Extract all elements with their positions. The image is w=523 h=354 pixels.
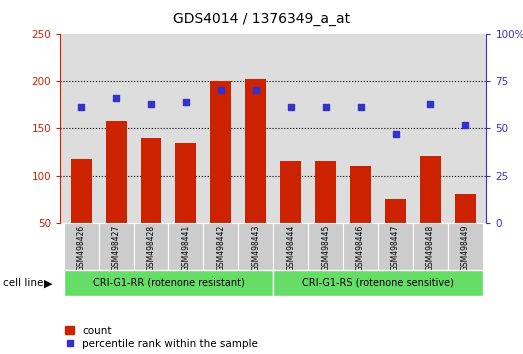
Bar <box>175 143 197 270</box>
Text: GSM498446: GSM498446 <box>356 224 365 271</box>
Bar <box>385 199 406 270</box>
Bar <box>245 79 266 270</box>
Text: GSM498427: GSM498427 <box>111 224 120 271</box>
Legend: count, percentile rank within the sample: count, percentile rank within the sample <box>65 326 258 349</box>
Bar <box>413 223 448 271</box>
Text: CRI-G1-RR (rotenone resistant): CRI-G1-RR (rotenone resistant) <box>93 278 244 288</box>
Text: GSM498447: GSM498447 <box>391 224 400 271</box>
Bar <box>315 161 336 270</box>
Point <box>147 101 155 107</box>
Text: GSM498445: GSM498445 <box>321 224 330 271</box>
Bar <box>420 156 441 270</box>
Bar <box>106 121 127 270</box>
Point <box>287 105 295 110</box>
Text: GSM498426: GSM498426 <box>76 224 86 271</box>
Bar <box>98 223 133 271</box>
Bar <box>280 161 301 270</box>
Text: CRI-G1-RS (rotenone sensitive): CRI-G1-RS (rotenone sensitive) <box>302 278 454 288</box>
Bar <box>455 194 476 270</box>
Point <box>112 95 120 101</box>
Text: GSM498428: GSM498428 <box>146 224 155 270</box>
Point <box>181 99 190 105</box>
Bar <box>203 223 238 271</box>
Bar <box>274 223 308 271</box>
Point <box>426 101 435 107</box>
Text: GSM498444: GSM498444 <box>286 224 295 271</box>
Point <box>461 122 470 127</box>
Point <box>357 105 365 110</box>
Bar <box>238 223 274 271</box>
Text: GSM498448: GSM498448 <box>426 224 435 271</box>
Text: ▶: ▶ <box>44 278 52 288</box>
Text: GDS4014 / 1376349_a_at: GDS4014 / 1376349_a_at <box>173 12 350 27</box>
Bar <box>64 223 98 271</box>
Text: GSM498442: GSM498442 <box>217 224 225 271</box>
Bar <box>133 223 168 271</box>
Point <box>322 105 330 110</box>
Bar <box>274 270 483 296</box>
Text: cell line: cell line <box>3 278 43 288</box>
Bar <box>141 138 162 270</box>
Point <box>77 105 85 110</box>
Bar <box>378 223 413 271</box>
Text: GSM498441: GSM498441 <box>181 224 190 271</box>
Bar <box>71 159 92 270</box>
Point <box>217 88 225 93</box>
Point <box>391 131 400 137</box>
Text: GSM498449: GSM498449 <box>461 224 470 271</box>
Bar <box>308 223 343 271</box>
Point <box>252 88 260 93</box>
Bar <box>448 223 483 271</box>
Bar <box>343 223 378 271</box>
Bar <box>350 166 371 270</box>
Bar <box>64 270 274 296</box>
Bar <box>168 223 203 271</box>
Text: GSM498443: GSM498443 <box>251 224 260 271</box>
Bar <box>210 81 231 270</box>
